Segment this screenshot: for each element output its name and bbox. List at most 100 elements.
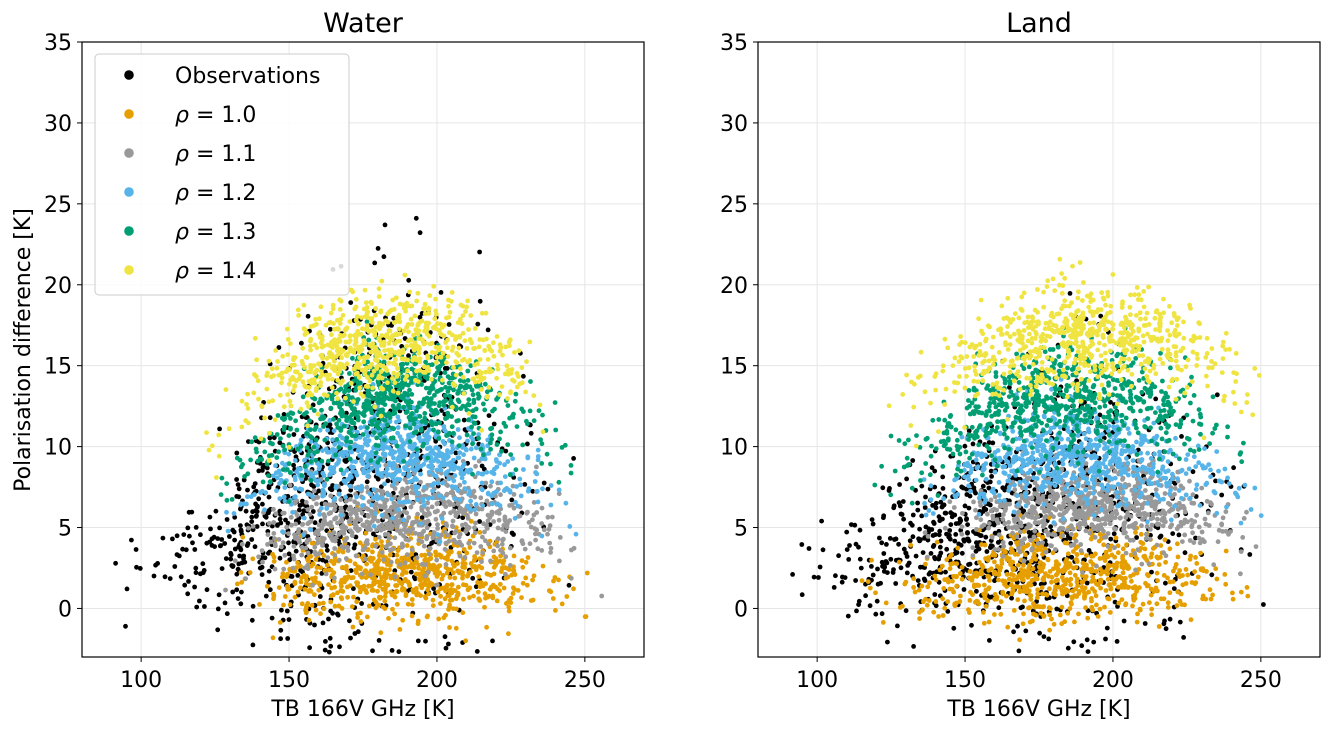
water-data-point	[416, 576, 422, 581]
water-data-point	[455, 320, 461, 325]
land-data-point	[959, 550, 965, 556]
water-data-point	[434, 557, 440, 563]
water-data-point	[436, 616, 442, 622]
water-data-point	[242, 559, 248, 565]
water-data-point	[568, 463, 574, 468]
water-data-point	[394, 601, 400, 607]
water-data-point	[378, 369, 384, 374]
water-data-point	[438, 321, 443, 327]
water-data-point	[498, 480, 503, 486]
water-data-point	[391, 370, 397, 376]
water-data-point	[556, 479, 562, 485]
water-data-point	[262, 415, 267, 421]
water-data-point	[338, 332, 343, 338]
water-data-point	[371, 580, 377, 585]
water-data-point	[249, 519, 255, 524]
water-data-point	[462, 385, 468, 391]
water-data-point	[468, 313, 474, 318]
water-data-point	[281, 427, 287, 432]
water-data-point	[305, 491, 311, 497]
water-data-point	[308, 478, 314, 483]
water-data-point	[343, 395, 348, 401]
water-data-point	[351, 586, 356, 592]
water-data-point	[357, 434, 363, 440]
land-data-point	[910, 534, 916, 540]
water-data-point	[354, 472, 360, 478]
water-data-point	[209, 536, 215, 542]
water-data-point	[263, 593, 269, 599]
water-data-point	[287, 557, 293, 563]
water-data-point	[180, 546, 186, 552]
water-data-point	[476, 435, 481, 441]
water-data-point	[467, 357, 473, 363]
water-data-point	[347, 319, 353, 324]
water-data-point	[363, 383, 369, 389]
water-data-point	[257, 602, 262, 607]
water-data-point	[436, 436, 442, 441]
land-data-point	[1193, 535, 1198, 541]
water-data-point	[277, 392, 283, 398]
water-data-point	[272, 536, 277, 541]
water-data-point	[415, 618, 421, 624]
water-data-point	[509, 572, 514, 578]
water-data-point	[308, 338, 313, 344]
water-data-point	[440, 573, 446, 578]
water-data-point	[378, 630, 384, 636]
water-data-point	[364, 402, 370, 407]
water-data-point	[562, 442, 568, 448]
water-data-point	[292, 477, 298, 483]
land-data-point	[915, 507, 921, 513]
water-data-point	[397, 627, 403, 632]
land-data-point	[1111, 531, 1117, 537]
water-data-point	[431, 283, 437, 289]
water-data-point	[413, 377, 418, 383]
water-data-point	[443, 588, 448, 594]
water-data-point	[417, 314, 423, 320]
water-data-point	[336, 491, 342, 497]
water-data-point	[209, 543, 215, 548]
water-data-point	[370, 451, 375, 456]
land-data-point	[943, 569, 948, 575]
water-data-point	[297, 539, 302, 545]
water-data-point	[316, 587, 322, 593]
water-data-point	[505, 403, 511, 408]
water-data-point	[532, 526, 538, 531]
water-data-point	[299, 340, 304, 346]
water-data-point	[421, 438, 426, 443]
water-data-point	[328, 599, 334, 605]
water-data-point	[250, 527, 256, 533]
water-data-point	[355, 611, 361, 617]
water-data-point	[312, 592, 317, 598]
water-data-point	[317, 316, 322, 322]
water-data-point	[382, 606, 388, 611]
water-data-point	[477, 337, 483, 342]
water-data-point	[266, 458, 272, 463]
water-data-point	[386, 309, 392, 315]
water-data-point	[453, 596, 459, 602]
water-data-point	[497, 460, 502, 466]
water-data-point	[517, 513, 523, 519]
water-data-point	[396, 467, 402, 473]
water-data-point	[437, 400, 443, 405]
water-data-point	[491, 421, 497, 427]
water-data-point	[446, 297, 451, 303]
water-data-point	[489, 469, 494, 475]
water-data-point	[379, 278, 385, 284]
water-data-point	[318, 369, 324, 374]
water-data-point	[202, 604, 207, 609]
water-data-point	[443, 562, 449, 567]
water-data-point	[469, 424, 474, 430]
water-data-point	[386, 347, 391, 353]
water-data-point	[461, 582, 466, 588]
water-data-point	[370, 396, 376, 401]
water-data-point	[329, 394, 334, 399]
water-data-point	[345, 544, 350, 550]
water-data-point	[427, 546, 433, 551]
water-data-point	[209, 443, 215, 449]
water-data-point	[223, 587, 228, 593]
water-data-point	[310, 509, 316, 514]
water-data-point	[414, 357, 420, 363]
water-data-point	[317, 330, 323, 335]
water-data-point	[379, 363, 385, 369]
land-data-point	[1163, 626, 1169, 632]
